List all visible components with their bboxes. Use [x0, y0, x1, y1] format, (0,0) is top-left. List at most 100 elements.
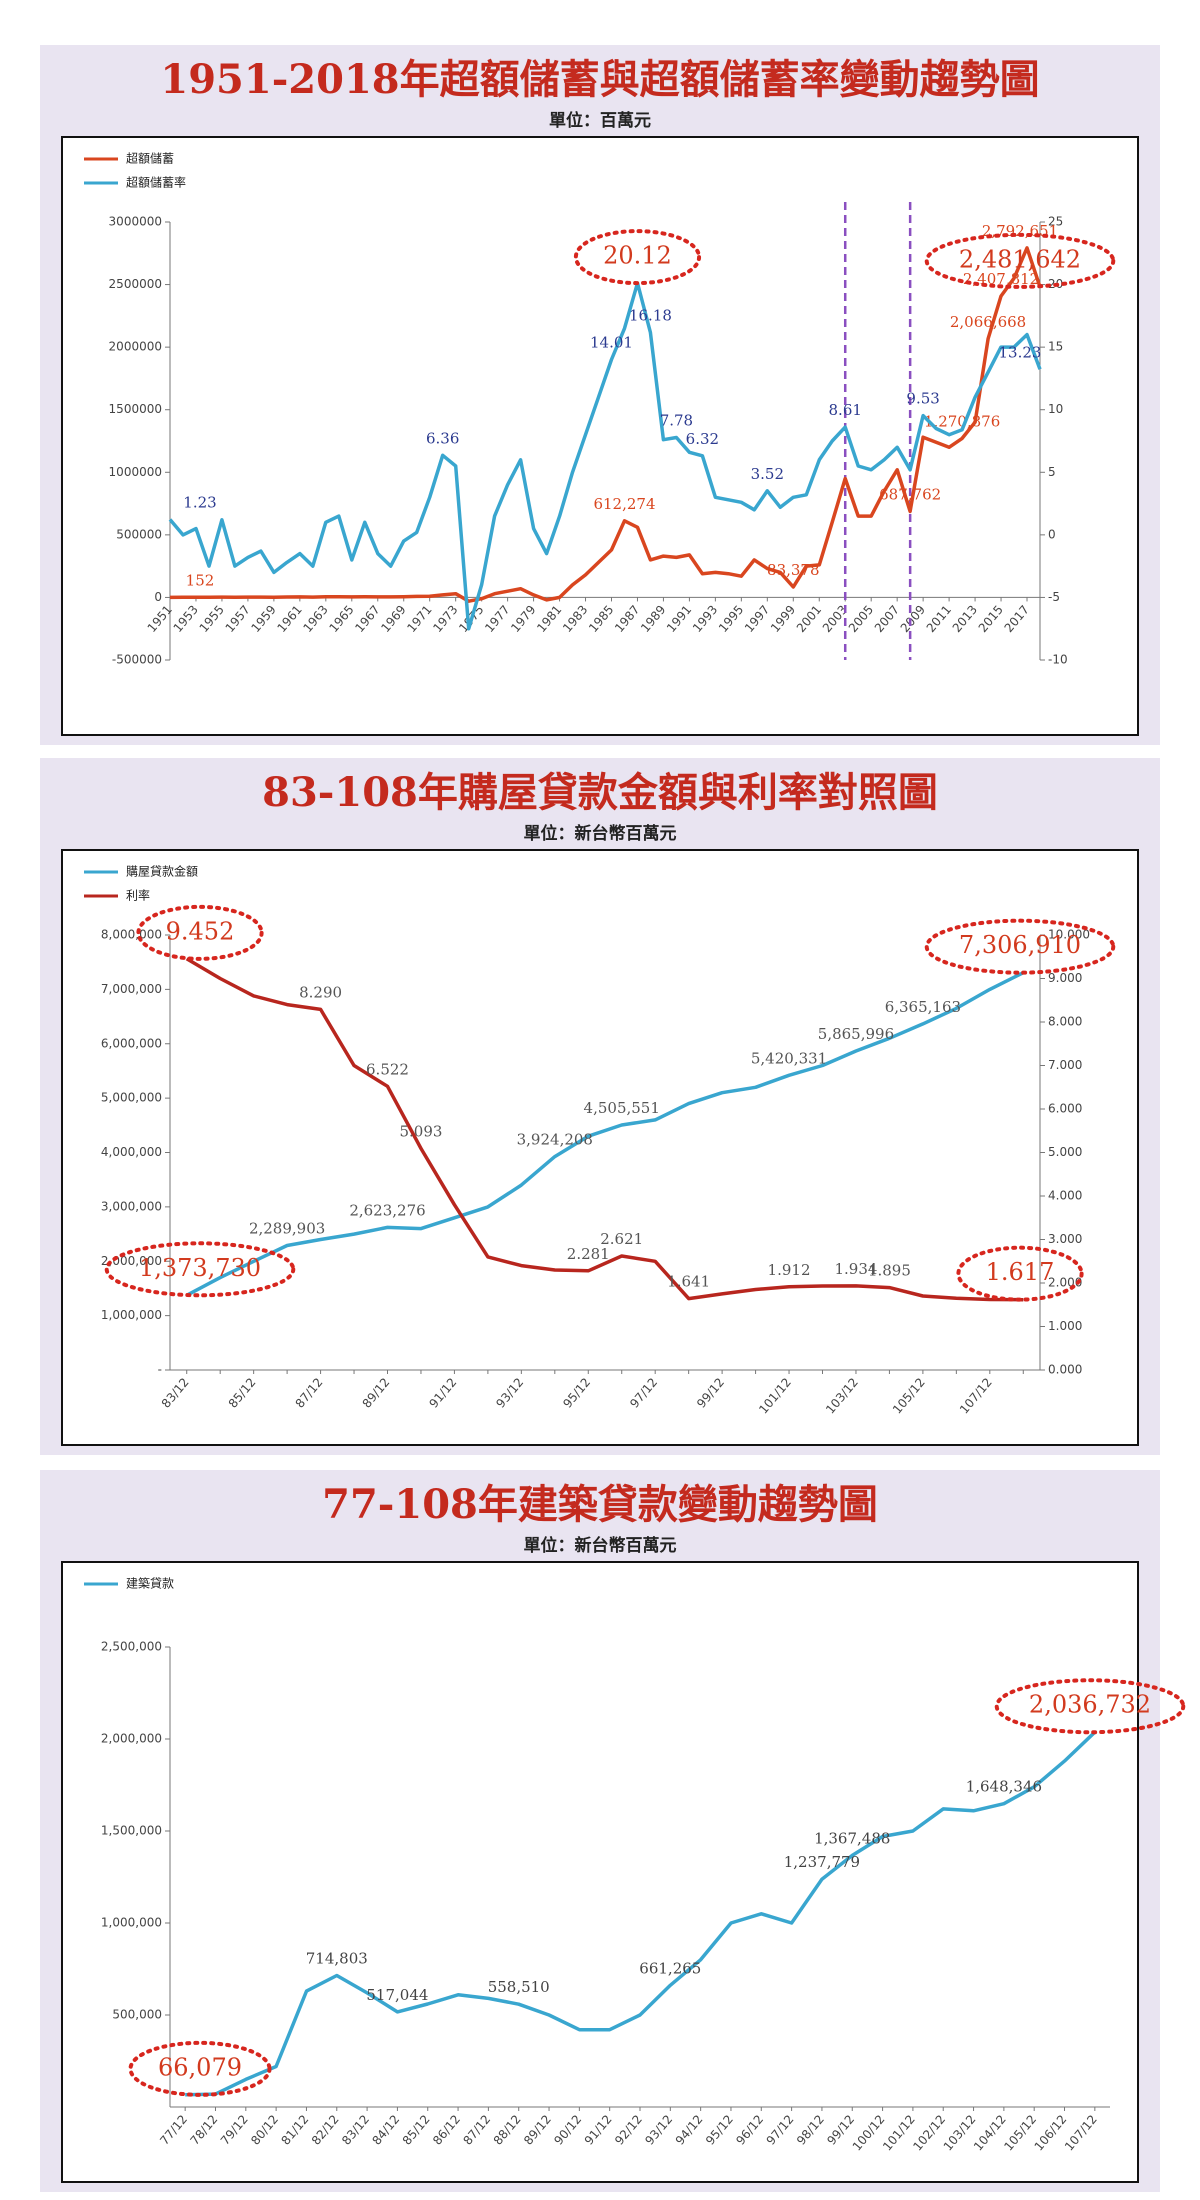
data-label: 8.290 — [299, 983, 342, 1001]
y-tick-label: 8,000,000 — [101, 928, 162, 942]
series-line — [169, 246, 1042, 603]
y2-tick-label: 25 — [1048, 215, 1063, 229]
highlight-ellipse — [573, 229, 702, 286]
highlight-ellipse — [994, 1678, 1186, 1735]
data-label: 687,762 — [879, 485, 941, 503]
y2-tick-label: 9.000 — [1048, 971, 1082, 985]
data-label: 5,420,331 — [751, 1049, 827, 1067]
data-label: 2,066,668 — [950, 313, 1026, 331]
y-tick-label: 2,500,000 — [101, 1640, 162, 1654]
data-label: 1,237,779 — [784, 1853, 860, 1871]
y2-tick-label: 5.000 — [1048, 1145, 1082, 1159]
chart-title: 83-108年購屋貸款金額與利率對照圖 — [262, 769, 938, 816]
y-tick-label: 1500000 — [109, 402, 162, 416]
legend-label: 超額儲蓄 — [126, 151, 174, 166]
legend-label: 利率 — [126, 888, 150, 903]
series-line — [185, 1730, 1097, 2097]
chart-subtitle: 單位：新台幣百萬元 — [524, 823, 677, 844]
data-label: 6.32 — [686, 430, 719, 448]
highlight-ellipse — [924, 232, 1116, 289]
y2-tick-label: 10.000 — [1048, 928, 1090, 942]
data-label: 9.452 — [166, 917, 235, 945]
data-label: 20.12 — [603, 242, 672, 270]
data-label: 4,505,551 — [584, 1099, 660, 1117]
series-line — [185, 957, 1024, 1302]
y-tick-label: 1,000,000 — [101, 1308, 162, 1322]
y-tick-label: 5,000,000 — [101, 1091, 162, 1105]
y-tick-label: 500000 — [116, 527, 162, 541]
y-tick-label: 1,500,000 — [101, 1824, 162, 1838]
data-label: 5.093 — [399, 1122, 442, 1140]
highlight-ellipse — [128, 2040, 272, 2097]
chart-title: 1951-2018年超額儲蓄與超額儲蓄率變動趨勢圖 — [160, 56, 1039, 103]
y2-tick-label: 10 — [1048, 402, 1063, 416]
data-label: 2.621 — [600, 1230, 643, 1248]
y2-tick-label: 8.000 — [1048, 1015, 1082, 1029]
data-label: 66,079 — [158, 2053, 242, 2081]
y-tick-label: - — [158, 1363, 162, 1377]
data-label: 152 — [186, 571, 215, 589]
y-tick-label: 500,000 — [112, 2008, 162, 2022]
data-label: 1,373,730 — [139, 1254, 261, 1282]
data-label: 714,803 — [306, 1949, 368, 1967]
data-label: 2,481,642 — [959, 245, 1081, 273]
data-label: 13.23 — [999, 343, 1042, 361]
data-label: 1,648,346 — [966, 1778, 1042, 1796]
y-tick-label: 3000000 — [109, 215, 162, 229]
legend-label: 購屋貸款金額 — [126, 864, 198, 879]
data-label: 2,289,903 — [249, 1219, 325, 1237]
data-label: 661,265 — [639, 1959, 701, 1977]
data-label: 6.522 — [366, 1060, 409, 1078]
y-tick-label: 6,000,000 — [101, 1036, 162, 1050]
data-label: 83,378 — [767, 561, 820, 579]
y2-tick-label: 0.000 — [1048, 1363, 1082, 1377]
y-tick-label: 2000000 — [109, 340, 162, 354]
series-line — [185, 971, 1025, 1297]
y-tick-label: 4,000,000 — [101, 1145, 162, 1159]
data-label: 16.18 — [629, 306, 672, 324]
highlight-ellipse — [924, 918, 1116, 975]
y2-tick-label: 7.000 — [1048, 1058, 1082, 1072]
highlight-ellipse — [136, 904, 264, 961]
y-tick-label: 0 — [154, 590, 162, 604]
y2-tick-label: 1.000 — [1048, 1319, 1082, 1333]
y2-tick-label: 5 — [1048, 465, 1056, 479]
data-label: 8.61 — [829, 401, 862, 419]
data-label: 1,270,876 — [924, 412, 1000, 430]
data-label: 2.281 — [567, 1245, 610, 1263]
highlight-ellipse — [956, 1245, 1084, 1302]
chart-subtitle: 單位：百萬元 — [549, 110, 651, 131]
y2-tick-label: 3.000 — [1048, 1232, 1082, 1246]
data-label: 14.01 — [590, 334, 633, 352]
data-label: 1.617 — [986, 1258, 1055, 1286]
data-label: 517,044 — [366, 1986, 428, 2004]
data-label: 9.53 — [906, 390, 939, 408]
highlight-ellipse — [104, 1241, 296, 1298]
legend-label: 建築貸款 — [126, 1576, 174, 1591]
chart-title: 77-108年建築貸款變動趨勢圖 — [322, 1481, 878, 1528]
series-line — [168, 281, 1042, 631]
y2-tick-label: 15 — [1048, 340, 1063, 354]
plot-box — [61, 1561, 1139, 2183]
data-label: 1.641 — [667, 1273, 710, 1291]
y2-tick-label: -5 — [1048, 590, 1060, 604]
plot-box — [61, 849, 1139, 1446]
data-label: 7.78 — [660, 411, 693, 429]
data-label: 3.52 — [751, 465, 784, 483]
y-tick-label: 1000000 — [109, 465, 162, 479]
data-label: 6.36 — [426, 429, 459, 447]
data-label: 558,510 — [488, 1978, 550, 1996]
data-label: 2,623,276 — [349, 1201, 425, 1219]
data-label: 3,924,208 — [517, 1131, 593, 1149]
plot-box — [61, 136, 1139, 736]
data-label: 2,036,732 — [1029, 1691, 1151, 1719]
data-label: 5,865,996 — [818, 1025, 894, 1043]
data-label: 612,274 — [593, 495, 655, 513]
data-label: 1.895 — [868, 1262, 911, 1280]
legend-label: 超額儲蓄率 — [126, 175, 186, 190]
y-tick-label: 2500000 — [109, 277, 162, 291]
data-label: 1.912 — [768, 1261, 811, 1279]
y-tick-label: -500000 — [112, 653, 162, 667]
y2-tick-label: 0 — [1048, 527, 1056, 541]
